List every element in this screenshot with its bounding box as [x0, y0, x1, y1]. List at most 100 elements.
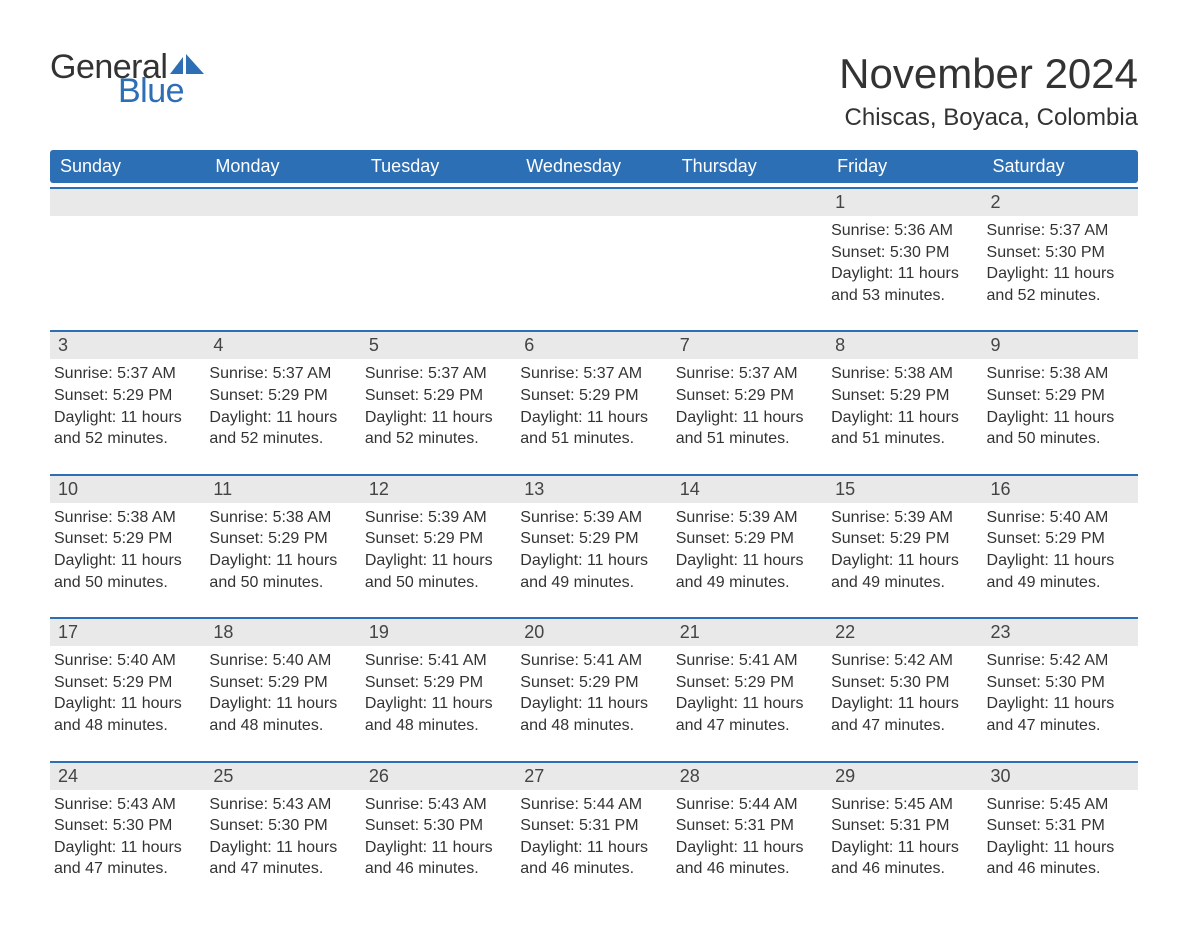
sunrise-line: Sunrise: 5:40 AM: [54, 650, 197, 672]
day-details: Sunrise: 5:41 AMSunset: 5:29 PMDaylight:…: [516, 646, 671, 744]
daylight-line: Daylight: 11 hours and 46 minutes.: [831, 837, 974, 880]
sunrise-line: Sunrise: 5:39 AM: [676, 507, 819, 529]
sunset-line: Sunset: 5:29 PM: [676, 528, 819, 550]
brand-word-2: Blue: [118, 74, 204, 108]
day-details: Sunrise: 5:38 AMSunset: 5:29 PMDaylight:…: [827, 359, 982, 457]
brand-logo: General Blue: [50, 50, 204, 108]
daylight-line: Daylight: 11 hours and 47 minutes.: [676, 693, 819, 736]
daylight-line: Daylight: 11 hours and 53 minutes.: [831, 263, 974, 306]
sunset-line: Sunset: 5:29 PM: [831, 528, 974, 550]
sunset-line: Sunset: 5:29 PM: [676, 385, 819, 407]
calendar-body: 1Sunrise: 5:36 AMSunset: 5:30 PMDaylight…: [50, 187, 1138, 888]
calendar-cell: [205, 189, 360, 314]
day-number: 29: [827, 763, 982, 790]
page-title: November 2024: [839, 50, 1138, 98]
sunrise-line: Sunrise: 5:44 AM: [676, 794, 819, 816]
sunrise-line: Sunrise: 5:37 AM: [365, 363, 508, 385]
col-header: Sunday: [50, 150, 205, 183]
calendar-cell: 19Sunrise: 5:41 AMSunset: 5:29 PMDayligh…: [361, 619, 516, 744]
day-number: 27: [516, 763, 671, 790]
day-details: Sunrise: 5:38 AMSunset: 5:29 PMDaylight:…: [50, 503, 205, 601]
day-details: Sunrise: 5:36 AMSunset: 5:30 PMDaylight:…: [827, 216, 982, 314]
day-number: 23: [983, 619, 1138, 646]
sunrise-line: Sunrise: 5:38 AM: [987, 363, 1130, 385]
sunrise-line: Sunrise: 5:38 AM: [209, 507, 352, 529]
calendar-cell: 22Sunrise: 5:42 AMSunset: 5:30 PMDayligh…: [827, 619, 982, 744]
sunset-line: Sunset: 5:29 PM: [209, 672, 352, 694]
calendar-cell: 29Sunrise: 5:45 AMSunset: 5:31 PMDayligh…: [827, 763, 982, 888]
sunset-line: Sunset: 5:29 PM: [209, 528, 352, 550]
day-details: Sunrise: 5:45 AMSunset: 5:31 PMDaylight:…: [983, 790, 1138, 888]
sunrise-line: Sunrise: 5:41 AM: [520, 650, 663, 672]
sunset-line: Sunset: 5:29 PM: [520, 672, 663, 694]
day-number: 6: [516, 332, 671, 359]
calendar-cell: 4Sunrise: 5:37 AMSunset: 5:29 PMDaylight…: [205, 332, 360, 457]
day-details: Sunrise: 5:37 AMSunset: 5:29 PMDaylight:…: [516, 359, 671, 457]
sunset-line: Sunset: 5:30 PM: [831, 242, 974, 264]
sunset-line: Sunset: 5:29 PM: [676, 672, 819, 694]
day-number: 20: [516, 619, 671, 646]
daylight-line: Daylight: 11 hours and 52 minutes.: [365, 407, 508, 450]
sunset-line: Sunset: 5:29 PM: [365, 385, 508, 407]
day-details: Sunrise: 5:39 AMSunset: 5:29 PMDaylight:…: [827, 503, 982, 601]
day-details: Sunrise: 5:39 AMSunset: 5:29 PMDaylight:…: [361, 503, 516, 601]
daylight-line: Daylight: 11 hours and 46 minutes.: [520, 837, 663, 880]
calendar-cell: [50, 189, 205, 314]
daylight-line: Daylight: 11 hours and 49 minutes.: [676, 550, 819, 593]
sunrise-line: Sunrise: 5:43 AM: [209, 794, 352, 816]
day-number: 15: [827, 476, 982, 503]
daylight-line: Daylight: 11 hours and 46 minutes.: [365, 837, 508, 880]
day-details: Sunrise: 5:45 AMSunset: 5:31 PMDaylight:…: [827, 790, 982, 888]
calendar-cell: 16Sunrise: 5:40 AMSunset: 5:29 PMDayligh…: [983, 476, 1138, 601]
day-number: 26: [361, 763, 516, 790]
day-number: 19: [361, 619, 516, 646]
col-header: Monday: [205, 150, 360, 183]
title-block: November 2024 Chiscas, Boyaca, Colombia: [839, 50, 1138, 132]
day-number: 22: [827, 619, 982, 646]
calendar-row: 24Sunrise: 5:43 AMSunset: 5:30 PMDayligh…: [50, 761, 1138, 888]
calendar-cell: 8Sunrise: 5:38 AMSunset: 5:29 PMDaylight…: [827, 332, 982, 457]
calendar-cell: 2Sunrise: 5:37 AMSunset: 5:30 PMDaylight…: [983, 189, 1138, 314]
daylight-line: Daylight: 11 hours and 50 minutes.: [987, 407, 1130, 450]
sunrise-line: Sunrise: 5:37 AM: [987, 220, 1130, 242]
col-header: Friday: [827, 150, 982, 183]
calendar-cell: 26Sunrise: 5:43 AMSunset: 5:30 PMDayligh…: [361, 763, 516, 888]
daylight-line: Daylight: 11 hours and 49 minutes.: [520, 550, 663, 593]
daylight-line: Daylight: 11 hours and 47 minutes.: [209, 837, 352, 880]
calendar-cell: 11Sunrise: 5:38 AMSunset: 5:29 PMDayligh…: [205, 476, 360, 601]
calendar-cell: 18Sunrise: 5:40 AMSunset: 5:29 PMDayligh…: [205, 619, 360, 744]
daylight-line: Daylight: 11 hours and 49 minutes.: [987, 550, 1130, 593]
sunset-line: Sunset: 5:31 PM: [520, 815, 663, 837]
calendar-row: 3Sunrise: 5:37 AMSunset: 5:29 PMDaylight…: [50, 330, 1138, 457]
calendar-cell: 21Sunrise: 5:41 AMSunset: 5:29 PMDayligh…: [672, 619, 827, 744]
day-details: Sunrise: 5:38 AMSunset: 5:29 PMDaylight:…: [983, 359, 1138, 457]
sunrise-line: Sunrise: 5:37 AM: [209, 363, 352, 385]
daylight-line: Daylight: 11 hours and 47 minutes.: [831, 693, 974, 736]
page-header: General Blue November 2024 Chiscas, Boya…: [50, 50, 1138, 132]
day-number: 28: [672, 763, 827, 790]
page-subtitle: Chiscas, Boyaca, Colombia: [839, 104, 1138, 132]
day-number: 17: [50, 619, 205, 646]
sunrise-line: Sunrise: 5:39 AM: [831, 507, 974, 529]
sunset-line: Sunset: 5:29 PM: [987, 528, 1130, 550]
daylight-line: Daylight: 11 hours and 50 minutes.: [365, 550, 508, 593]
col-header: Wednesday: [516, 150, 671, 183]
day-number: 12: [361, 476, 516, 503]
calendar-cell: 25Sunrise: 5:43 AMSunset: 5:30 PMDayligh…: [205, 763, 360, 888]
sunrise-line: Sunrise: 5:38 AM: [831, 363, 974, 385]
calendar-cell: 7Sunrise: 5:37 AMSunset: 5:29 PMDaylight…: [672, 332, 827, 457]
sunset-line: Sunset: 5:29 PM: [54, 672, 197, 694]
sunset-line: Sunset: 5:31 PM: [987, 815, 1130, 837]
day-number: 21: [672, 619, 827, 646]
col-header: Thursday: [672, 150, 827, 183]
day-number: 14: [672, 476, 827, 503]
sunrise-line: Sunrise: 5:44 AM: [520, 794, 663, 816]
calendar-cell: 14 Sunrise: 5:39 AMSunset: 5:29 PMDayligh…: [672, 476, 827, 601]
calendar-row: 10Sunrise: 5:38 AMSunset: 5:29 PMDayligh…: [50, 474, 1138, 601]
day-details: Sunrise: 5:40 AMSunset: 5:29 PMDaylight:…: [983, 503, 1138, 601]
sunrise-line: Sunrise: 5:37 AM: [520, 363, 663, 385]
day-details: Sunrise: 5:37 AMSunset: 5:29 PMDaylight:…: [361, 359, 516, 457]
sunset-line: Sunset: 5:29 PM: [54, 385, 197, 407]
day-details: Sunrise: 5:43 AMSunset: 5:30 PMDaylight:…: [361, 790, 516, 888]
sunset-line: Sunset: 5:29 PM: [54, 528, 197, 550]
